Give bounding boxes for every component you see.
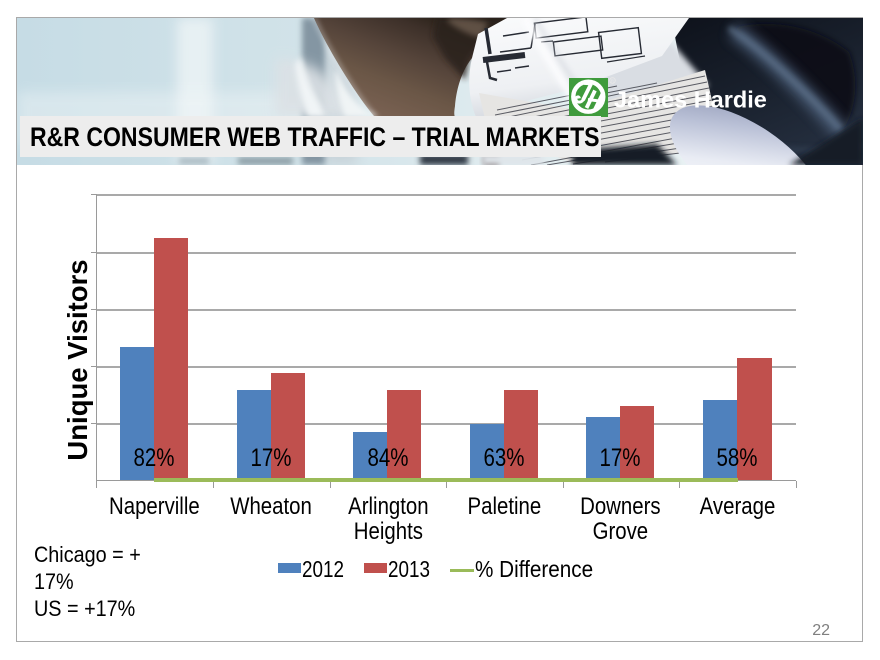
svg-text:James Hardie: James Hardie (614, 87, 767, 113)
svg-text:R: R (611, 79, 615, 84)
